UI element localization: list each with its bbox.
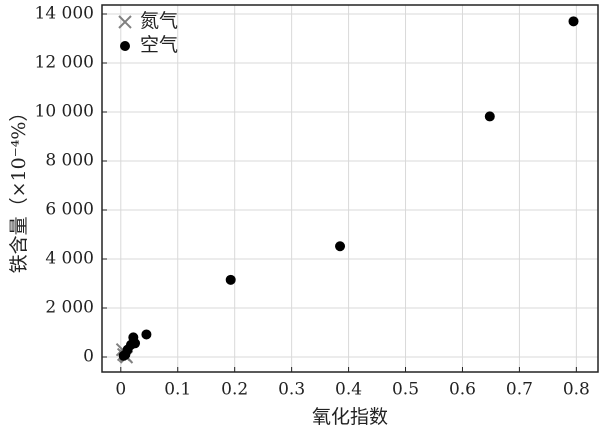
y-tick-label: 4 000	[45, 249, 94, 269]
x-tick-label: 0.8	[563, 380, 590, 400]
y-tick-label: 0	[83, 347, 94, 367]
x-axis-label: 氧化指数	[312, 406, 388, 428]
plot-frame	[101, 4, 599, 373]
point	[335, 241, 346, 252]
y-tick-label: 14 000	[35, 3, 94, 23]
legend-marker	[118, 15, 132, 29]
x-tick-label: 0.5	[392, 380, 419, 400]
point	[141, 329, 152, 340]
x-tick-label: 0.7	[506, 380, 533, 400]
y-tick-label: 2 000	[45, 298, 94, 318]
point	[484, 111, 495, 122]
legend-label: 空气	[140, 34, 178, 56]
point	[568, 16, 579, 27]
legend-label: 氮气	[140, 10, 178, 32]
x-tick-label: 0.6	[449, 380, 476, 400]
y-tick-label: 12 000	[35, 52, 94, 72]
y-tick-label: 6 000	[45, 199, 94, 219]
y-tick-label: 10 000	[35, 101, 94, 121]
legend-marker	[120, 41, 130, 51]
x-tick-label: 0	[115, 380, 126, 400]
x-tick-label: 0.3	[278, 380, 305, 400]
point	[118, 350, 129, 361]
x-tick-label: 0.2	[221, 380, 248, 400]
point	[225, 274, 236, 285]
x-tick-label: 0.1	[164, 380, 191, 400]
x-tick-label: 0.4	[335, 380, 362, 400]
y-axis-label: 铁含量（×10⁻⁴%）	[8, 103, 30, 274]
y-tick-label: 8 000	[45, 150, 94, 170]
